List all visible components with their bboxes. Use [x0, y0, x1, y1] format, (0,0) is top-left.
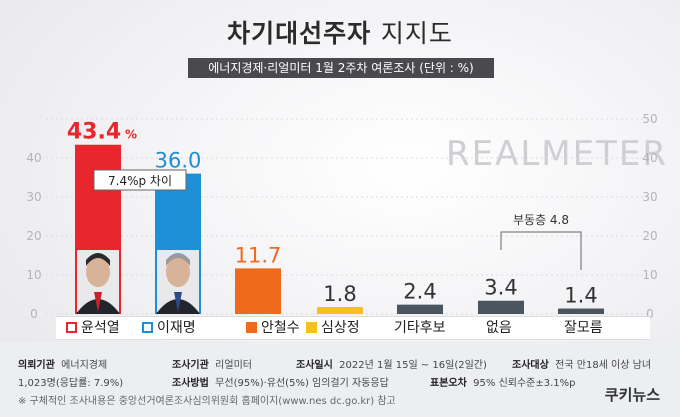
- footer-date: 조사일시 2022년 1월 15일 ~ 16일(2일간): [296, 360, 487, 371]
- undecided-bracket: [500, 231, 582, 270]
- legend-item-ahn: 안철수: [246, 317, 300, 339]
- bar-value-unit: %: [125, 128, 137, 142]
- y-tick-label-right: 0: [646, 307, 654, 321]
- survey-info: 의뢰기관 에너지경제 조사기관 리얼미터 조사일시 2022년 1월 15일 ~…: [0, 342, 680, 417]
- bar-4: [317, 306, 363, 314]
- bar-6: [478, 300, 524, 314]
- bar-value-label: 2.4: [403, 280, 436, 304]
- y-tick-label: 40: [26, 151, 41, 165]
- footer-org: 의뢰기관 에너지경제: [18, 360, 108, 371]
- legend-item-dontknow: 잘모름: [564, 320, 603, 336]
- bar-3: [235, 268, 281, 314]
- y-tick-label-right: 50: [642, 112, 657, 126]
- footer-sample: 1,023명(응답률: 7.9%): [18, 378, 124, 389]
- candidate-tie: [174, 292, 182, 312]
- bar-value-label: 1.8: [323, 282, 356, 306]
- legend-swatch: [142, 322, 153, 333]
- candidate-hair: [166, 253, 190, 266]
- bar-value-label: 43.4: [67, 120, 121, 145]
- bar-7: [558, 308, 604, 314]
- bar-value-label: 1.4: [564, 284, 597, 308]
- gap-annotation-label: 7.4%p 차이: [108, 174, 172, 188]
- legend-swatch: [306, 322, 317, 333]
- publisher-logo: 쿠키뉴스: [604, 386, 660, 404]
- subtitle: 에너지경제·리얼미터 1월 2주차 여론조사 (단위 : %): [188, 58, 494, 78]
- y-tick-label: 30: [26, 190, 41, 204]
- legend-swatch: [246, 322, 257, 333]
- legend: 윤석열 이재명 안철수 심상정 기타후보 없음 잘모름: [56, 316, 650, 340]
- legend-item-others: 기타후보: [394, 320, 446, 336]
- y-tick-label: 10: [26, 268, 41, 282]
- candidate-hair: [86, 253, 110, 266]
- candidate-face: [166, 257, 190, 287]
- footer-target: 조사대상 전국 만18세 이상 남녀: [512, 360, 652, 371]
- footer-note: ※ 구체적인 조사내용은 중앙선거여론조사심의위원회 홈페이지(www.nes …: [18, 396, 396, 407]
- bar-5: [397, 304, 443, 314]
- legend-item-none: 없음: [486, 320, 512, 336]
- y-tick-label-right: 30: [642, 190, 657, 204]
- y-tick-label-right: 10: [642, 268, 657, 282]
- footer-error: 표본오차 95% 신뢰수준±3.1%p: [430, 378, 576, 389]
- chart-title: 차기대선주자 지지도: [227, 19, 453, 48]
- y-tick-label: 20: [26, 229, 41, 243]
- y-tick-label-right: 40: [642, 151, 657, 165]
- legend-item-yoon: 윤석열: [66, 317, 120, 339]
- legend-item-lee: 이재명: [142, 317, 196, 339]
- watermark: REALMETER: [446, 134, 668, 174]
- bar-value-label: 3.4: [484, 276, 517, 300]
- y-tick-label-right: 20: [642, 229, 657, 243]
- y-tick-label: 0: [30, 307, 38, 321]
- legend-swatch: [66, 322, 77, 333]
- footer-agency: 조사기관 리얼미터: [172, 360, 252, 371]
- legend-item-sim: 심상정: [306, 317, 360, 339]
- bar-value-label: 11.7: [235, 243, 282, 267]
- candidate-face: [86, 257, 110, 287]
- candidate-tie: [94, 292, 102, 312]
- gap-annotation-box: [93, 169, 187, 191]
- bar-value-label: 36.0: [155, 149, 202, 173]
- undecided-label: 부동층 4.8: [513, 213, 569, 227]
- footer-method: 조사방법 무선(95%)·유선(5%) 임의걸기 자동응답: [172, 378, 389, 389]
